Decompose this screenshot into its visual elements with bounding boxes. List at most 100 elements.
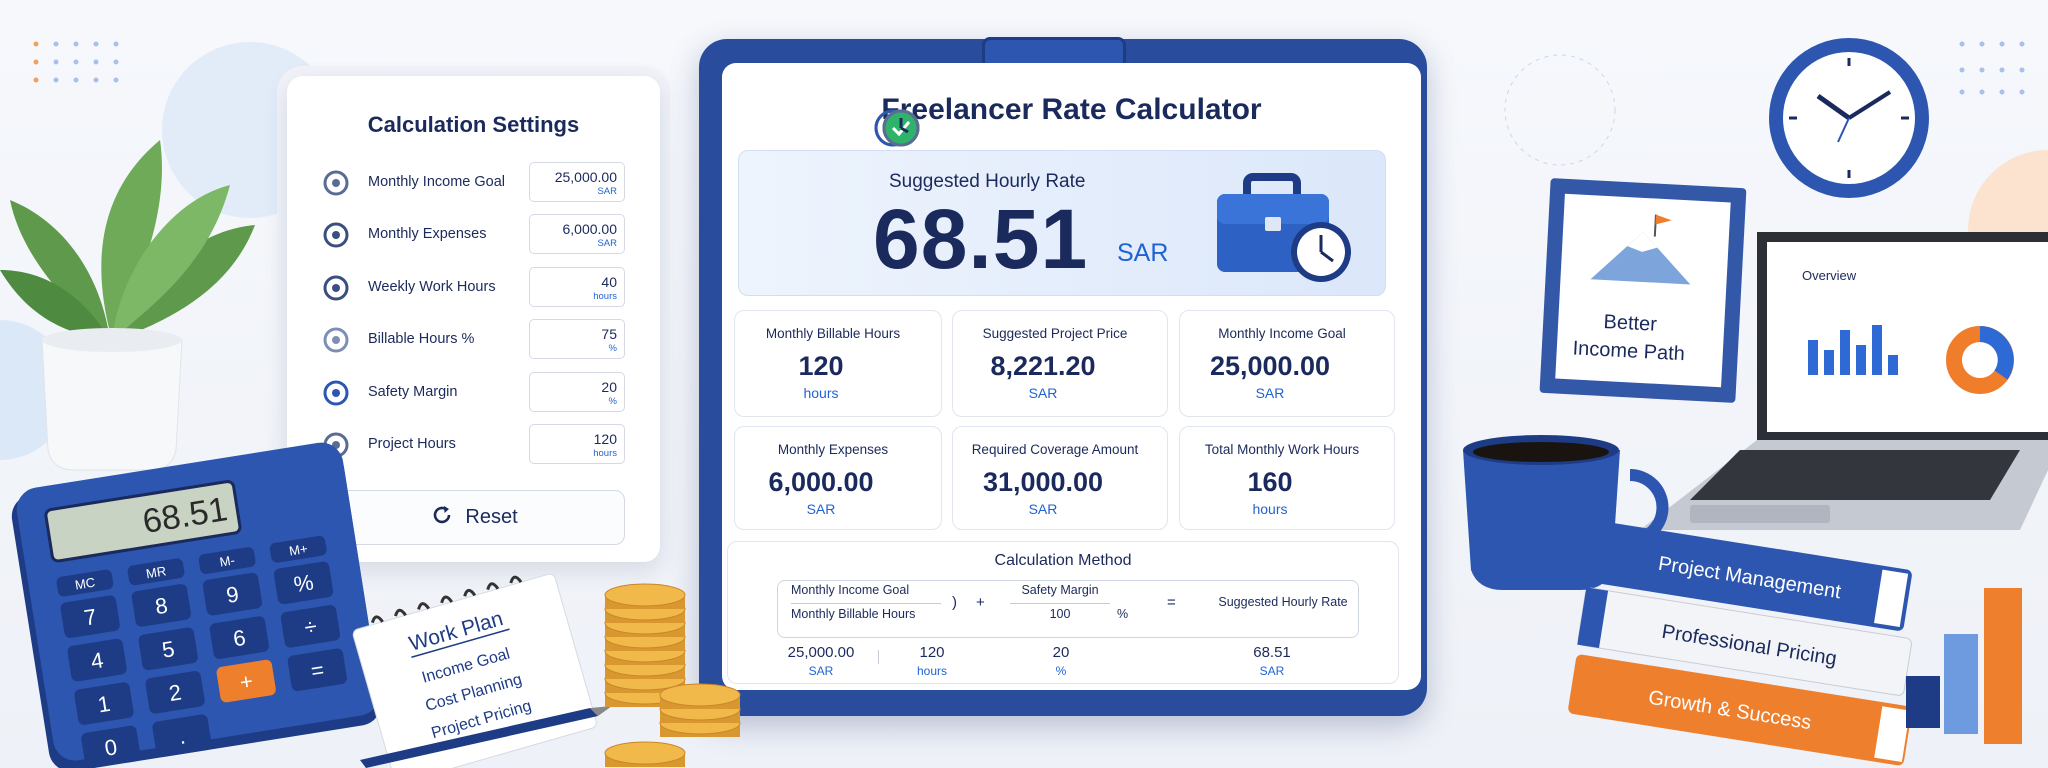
laptop-title: Overview [1802,268,1857,283]
formula-operator: ) [952,594,957,611]
formula-unit: % [1055,664,1067,678]
hero-value: 68.51 [873,192,1089,286]
plant [0,140,255,471]
formula-term: Monthly Billable Hours [791,607,916,621]
field-input[interactable]: 25,000.00 SAR [529,162,625,202]
card-label: Suggested Project Price [982,326,1128,341]
field-unit: % [608,343,617,355]
field-icon [323,170,349,196]
card-icon [882,109,920,147]
bg-ring [1504,54,1616,166]
formula-operator: + [976,594,985,611]
card-label: Monthly Income Goal [1218,326,1346,341]
field-input[interactable]: 20% [529,371,625,412]
card-value: 6,000.00 [768,467,874,497]
formula-operator: % [1117,607,1129,621]
field-unit: hours [593,290,617,302]
hero-box: Suggested Hourly Rate 68.51 SAR [738,150,1386,296]
card-unit: hours [803,385,839,401]
reset-icon [434,506,451,524]
field-label: Weekly Work Hours [368,278,496,295]
hero-label: Suggested Hourly Rate [889,171,1086,192]
card-unit: hours [1252,501,1288,517]
bar-figurine [1906,588,2022,744]
result-card: Monthly Billable Hours 120 hours [734,310,942,417]
formula-value: 25,000.00 [787,644,855,661]
icon-shape [323,170,349,196]
field-unit: SAR [597,186,617,197]
field-value: 6,000.00 [562,221,618,238]
card-unit: SAR [806,501,836,517]
reset-button[interactable]: Reset [324,490,625,545]
fraction-line [791,603,941,604]
formula-term: 100 [1049,607,1071,621]
formula-value: 20 [1052,644,1070,661]
card-value: 120 [798,351,844,381]
card-unit: SAR [1255,385,1285,401]
reset-label: Reset [465,506,518,528]
card-unit: SAR [1028,501,1058,517]
field-input[interactable]: 6,000.00 SAR [529,214,625,255]
formula-term: Suggested Hourly Rate [1218,595,1348,609]
icon-shape [332,231,340,240]
card-label: Monthly Expenses [777,442,889,457]
method-box: Calculation Method Monthly Income Goal M… [727,541,1399,684]
frame-text: Better [1603,311,1658,336]
picture-frame: Better Income Path [1539,178,1747,403]
formula-value: 120 [919,644,945,661]
card-label: Monthly Billable Hours [765,326,901,341]
formula-unit: SAR [808,664,834,678]
formula-term: Monthly Income Goal [791,583,910,597]
field-value: 75 [601,326,617,343]
field-input[interactable]: 40 hours [529,266,625,307]
field-icon [323,222,349,248]
panel-title: Calculation Settings [367,112,580,137]
field-value: 120 [593,431,617,447]
result-card: Suggested Project Price 8,221.20 SAR [952,310,1168,417]
icon-shape [332,336,340,345]
field-label: Project Hours [368,436,456,452]
dot-grid [53,41,2025,95]
field-input[interactable]: 120 hours [529,424,625,464]
dot-grid [33,41,39,83]
icon-shape [332,179,340,187]
field-unit: % [608,395,617,407]
icon-shape [323,222,349,248]
laptop: Overview [1640,232,2048,530]
icon-shape [332,283,340,292]
icon-shape [332,441,340,449]
icon-shape [323,275,349,301]
formula-term: Safety Margin [1021,583,1099,597]
field-value: 20 [601,378,617,395]
formula-box [777,580,1359,638]
field-icon [323,432,349,458]
field-unit: SAR [597,238,617,250]
settings-panel: Calculation Settings Monthly Income Goal… [287,76,660,562]
fraction-line [1010,603,1110,604]
field-input[interactable]: 75% [529,319,625,360]
wall-clock [1769,38,1929,198]
result-card: Monthly Income Goal 25,000.00 SAR [1179,310,1395,417]
field-label: Monthly Income Goal [368,174,506,190]
field-value: 25,000.00 [554,169,617,185]
formula-unit: SAR [1259,664,1285,678]
formula-operator: = [1167,594,1176,611]
result-card: Required Coverage Amount 31,000.00 SAR [952,426,1168,530]
value-separator [878,650,879,664]
icon-shape [323,380,349,406]
card-value: 8,221.20 [990,351,1096,381]
field-label: Billable Hours % [368,331,475,348]
books: Growth & Success Professional Pricing Pr… [1568,522,1912,766]
icon-shape [882,109,920,147]
coffee-cup [1463,435,1669,590]
field-icon [323,380,349,406]
card-label: Required Coverage Amount [971,442,1139,457]
card-value: 31,000.00 [982,467,1104,497]
icon-shape [899,118,909,134]
card-value: 160 [1247,467,1293,497]
card-label: Total Monthly Work Hours [1204,442,1360,457]
briefcase-icon [1217,173,1351,282]
card-unit: SAR [1028,385,1058,401]
